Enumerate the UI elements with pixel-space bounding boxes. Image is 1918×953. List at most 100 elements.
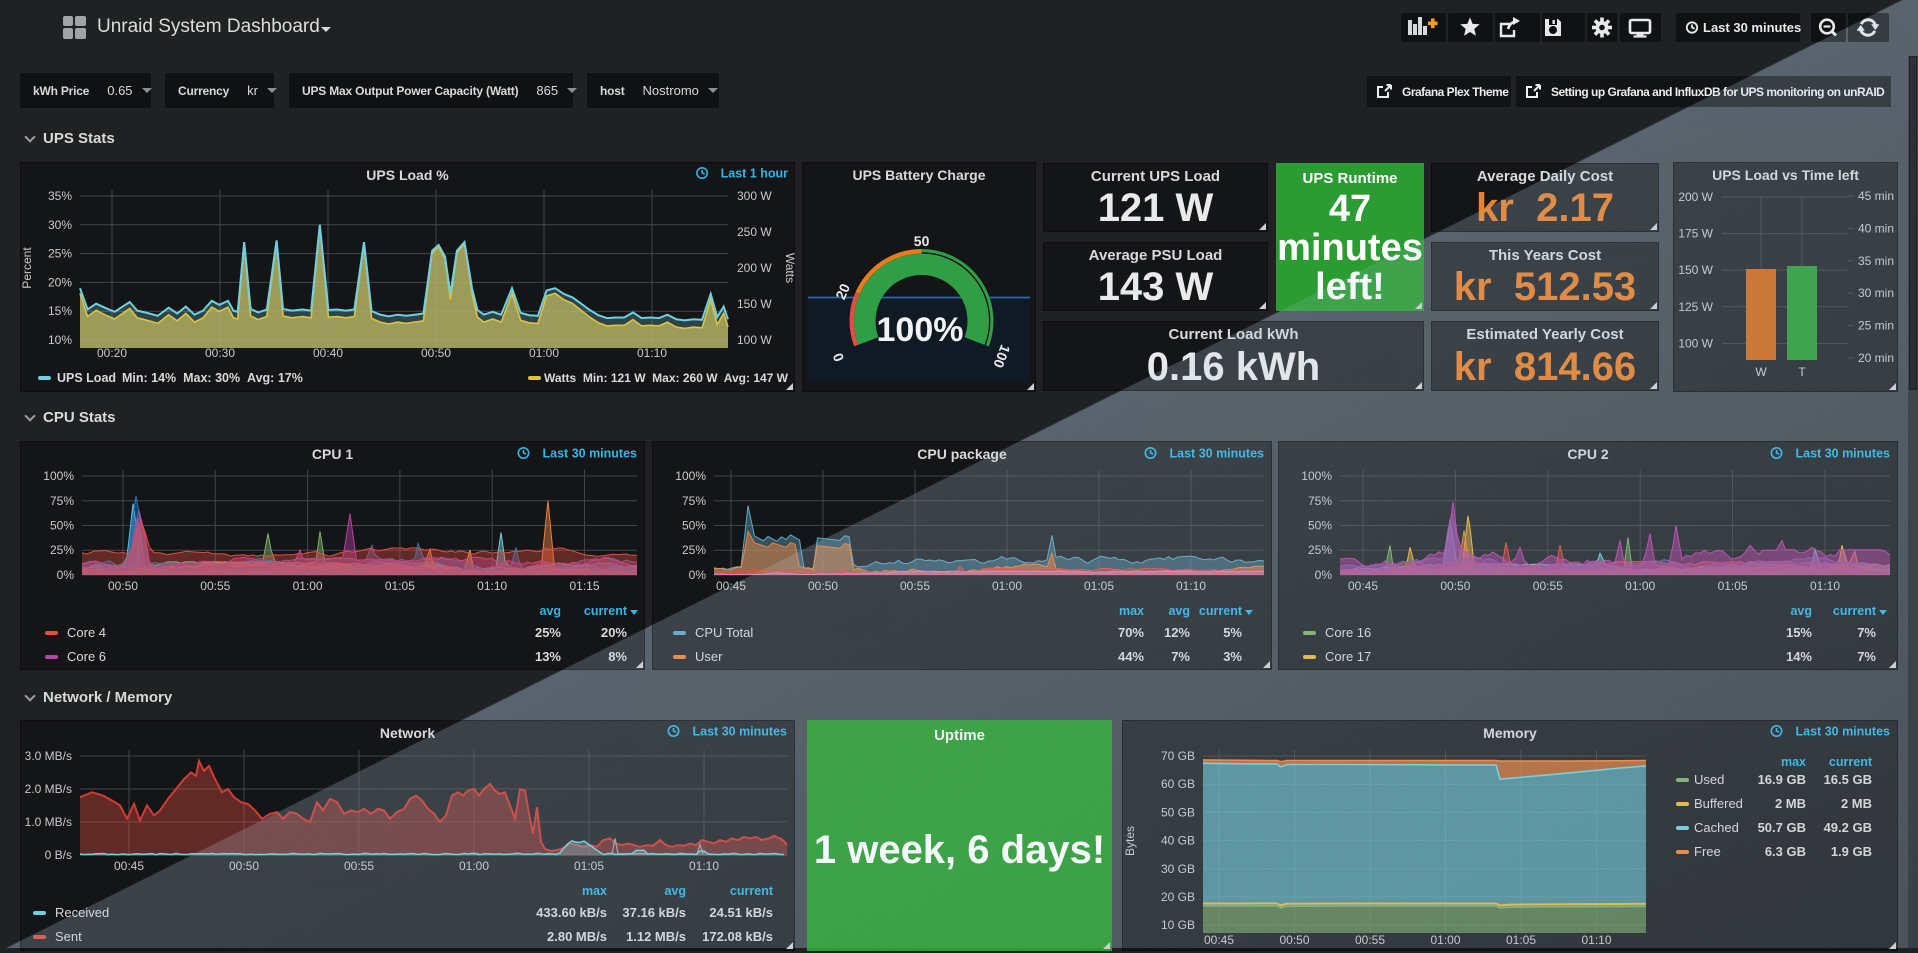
svg-text:250 W: 250 W [737, 225, 772, 239]
svg-text:12%: 12% [1164, 625, 1190, 640]
svg-text:5%: 5% [1223, 625, 1242, 640]
svg-text:01:00: 01:00 [1430, 933, 1460, 947]
svg-text:00:45: 00:45 [1204, 933, 1234, 947]
svg-text:Last 30 minutes: Last 30 minutes [1703, 20, 1801, 35]
svg-text:01:00: 01:00 [459, 859, 489, 873]
svg-text:00:50: 00:50 [421, 346, 451, 360]
svg-text:00:55: 00:55 [200, 579, 230, 593]
svg-text:37.16 kB/s: 37.16 kB/s [622, 905, 686, 920]
svg-text:00:50: 00:50 [1279, 933, 1309, 947]
svg-text:01:05: 01:05 [1718, 579, 1748, 593]
svg-text:Core 4: Core 4 [67, 625, 106, 640]
svg-text:100 W: 100 W [1678, 336, 1713, 350]
svg-text:40 GB: 40 GB [1161, 834, 1195, 848]
svg-text:Watts Min: 121 W Max: 260 W: Watts Min: 121 W Max: 260 W Avg: 147 W [544, 371, 789, 385]
svg-text:00:20: 00:20 [97, 346, 127, 360]
svg-text:50%: 50% [50, 519, 74, 533]
svg-text:00:50: 00:50 [808, 579, 838, 593]
svg-text:Core 17: Core 17 [1325, 649, 1371, 664]
svg-text:150 W: 150 W [737, 297, 772, 311]
svg-text:35%: 35% [48, 189, 72, 203]
svg-text:300 W: 300 W [737, 189, 772, 203]
svg-text:10 GB: 10 GB [1161, 918, 1195, 932]
svg-text:T: T [1798, 365, 1806, 379]
svg-text:01:10: 01:10 [689, 859, 719, 873]
svg-text:W: W [1755, 365, 1767, 379]
svg-text:50 GB: 50 GB [1161, 805, 1195, 819]
svg-text:Percent: Percent [20, 247, 34, 289]
svg-text:avg: avg [539, 604, 561, 618]
svg-text:7%: 7% [1171, 649, 1190, 664]
svg-text:Last 30 minutes: Last 30 minutes [693, 725, 788, 739]
svg-text:00:45: 00:45 [1348, 579, 1378, 593]
svg-text:50%: 50% [682, 519, 706, 533]
svg-text:Bytes: Bytes [1123, 826, 1137, 856]
svg-text:current: current [730, 884, 774, 898]
svg-text:3%: 3% [1223, 649, 1242, 664]
svg-text:00:55: 00:55 [1355, 933, 1385, 947]
svg-text:User: User [695, 649, 723, 664]
svg-text:30 GB: 30 GB [1161, 862, 1195, 876]
svg-text:current: current [1833, 604, 1877, 618]
svg-text:00:50: 00:50 [1440, 579, 1470, 593]
svg-text:1.0 MB/s: 1.0 MB/s [25, 815, 72, 829]
svg-text:7%: 7% [1857, 625, 1876, 640]
svg-text:00:55: 00:55 [1533, 579, 1563, 593]
svg-text:0%: 0% [689, 568, 707, 582]
svg-text:16.9 GB: 16.9 GB [1758, 772, 1806, 787]
svg-text:Last 30 minutes: Last 30 minutes [1796, 447, 1891, 461]
svg-text:Free: Free [1694, 844, 1721, 859]
svg-text:2.80 MB/s: 2.80 MB/s [547, 929, 607, 944]
svg-text:75%: 75% [50, 494, 74, 508]
svg-text:6.3 GB: 6.3 GB [1765, 844, 1806, 859]
svg-text:avg: avg [1790, 604, 1812, 618]
svg-text:UPS Load: UPS Load [57, 371, 116, 385]
svg-text:16.5 GB: 16.5 GB [1824, 772, 1872, 787]
svg-text:01:10: 01:10 [1581, 933, 1611, 947]
svg-text:01:00: 01:00 [1625, 579, 1655, 593]
svg-text:20 GB: 20 GB [1161, 890, 1195, 904]
svg-text:13%: 13% [535, 649, 561, 664]
svg-text:25%: 25% [535, 625, 561, 640]
svg-text:Last 30 minutes: Last 30 minutes [1170, 447, 1265, 461]
svg-text:01:00: 01:00 [293, 579, 323, 593]
svg-text:Core 16: Core 16 [1325, 625, 1371, 640]
svg-text:25%: 25% [48, 247, 72, 261]
svg-text:Cached: Cached [1694, 820, 1739, 835]
svg-text:49.2 GB: 49.2 GB [1824, 820, 1872, 835]
svg-text:45 min: 45 min [1858, 189, 1894, 203]
svg-text:current: current [1199, 604, 1243, 618]
svg-text:avg: avg [664, 884, 686, 898]
svg-text:175 W: 175 W [1678, 227, 1713, 241]
svg-text:avg: avg [1168, 604, 1190, 618]
svg-text:Last 30 minutes: Last 30 minutes [543, 447, 638, 461]
svg-text:7%: 7% [1857, 649, 1876, 664]
svg-text:0 B/s: 0 B/s [45, 848, 72, 862]
svg-text:25 min: 25 min [1858, 319, 1894, 333]
svg-text:50: 50 [914, 233, 930, 249]
svg-text:24.51 kB/s: 24.51 kB/s [709, 905, 773, 920]
svg-text:100%: 100% [1301, 469, 1332, 483]
svg-text:01:15: 01:15 [569, 579, 599, 593]
svg-text:Watts: Watts [783, 253, 797, 283]
svg-text:max: max [582, 884, 607, 898]
svg-text:01:10: 01:10 [637, 346, 667, 360]
svg-text:01:05: 01:05 [1506, 933, 1536, 947]
svg-text:200 W: 200 W [737, 261, 772, 275]
svg-text:00:50: 00:50 [229, 859, 259, 873]
svg-text:150 W: 150 W [1678, 263, 1713, 277]
svg-text:70 GB: 70 GB [1161, 749, 1195, 763]
svg-text:01:10: 01:10 [477, 579, 507, 593]
svg-text:2 MB: 2 MB [1841, 796, 1872, 811]
svg-text:00:45: 00:45 [114, 859, 144, 873]
svg-text:00:45: 00:45 [716, 579, 746, 593]
svg-text:Buffered: Buffered [1694, 796, 1743, 811]
svg-text:00:30: 00:30 [205, 346, 235, 360]
svg-text:Last 1 hour: Last 1 hour [721, 167, 789, 181]
svg-text:8%: 8% [608, 649, 627, 664]
svg-text:50.7 GB: 50.7 GB [1758, 820, 1806, 835]
svg-text:01:10: 01:10 [1176, 579, 1206, 593]
svg-text:172.08 kB/s: 172.08 kB/s [702, 929, 773, 944]
svg-text:0%: 0% [57, 568, 75, 582]
svg-text:Used: Used [1694, 772, 1724, 787]
